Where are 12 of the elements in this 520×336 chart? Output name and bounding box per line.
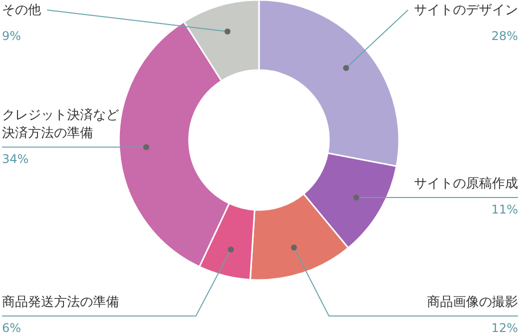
data-label: 28%: [491, 29, 518, 43]
data-label: 6%: [2, 321, 22, 335]
data-label: 12%: [491, 321, 518, 335]
slice-label: クレジット決済など決済方法の準備: [2, 107, 119, 142]
slice-label: 商品発送方法の準備: [2, 294, 119, 310]
data-label: 34%: [2, 152, 29, 166]
data-label: 11%: [491, 202, 518, 217]
slice-label: サイトの原稿作成: [414, 176, 518, 192]
slice-label: その他: [2, 3, 41, 18]
data-label: 9%: [2, 29, 22, 43]
slice-label: サイトのデザイン: [414, 3, 518, 18]
slice-label: 商品画像の撮影: [427, 295, 518, 310]
